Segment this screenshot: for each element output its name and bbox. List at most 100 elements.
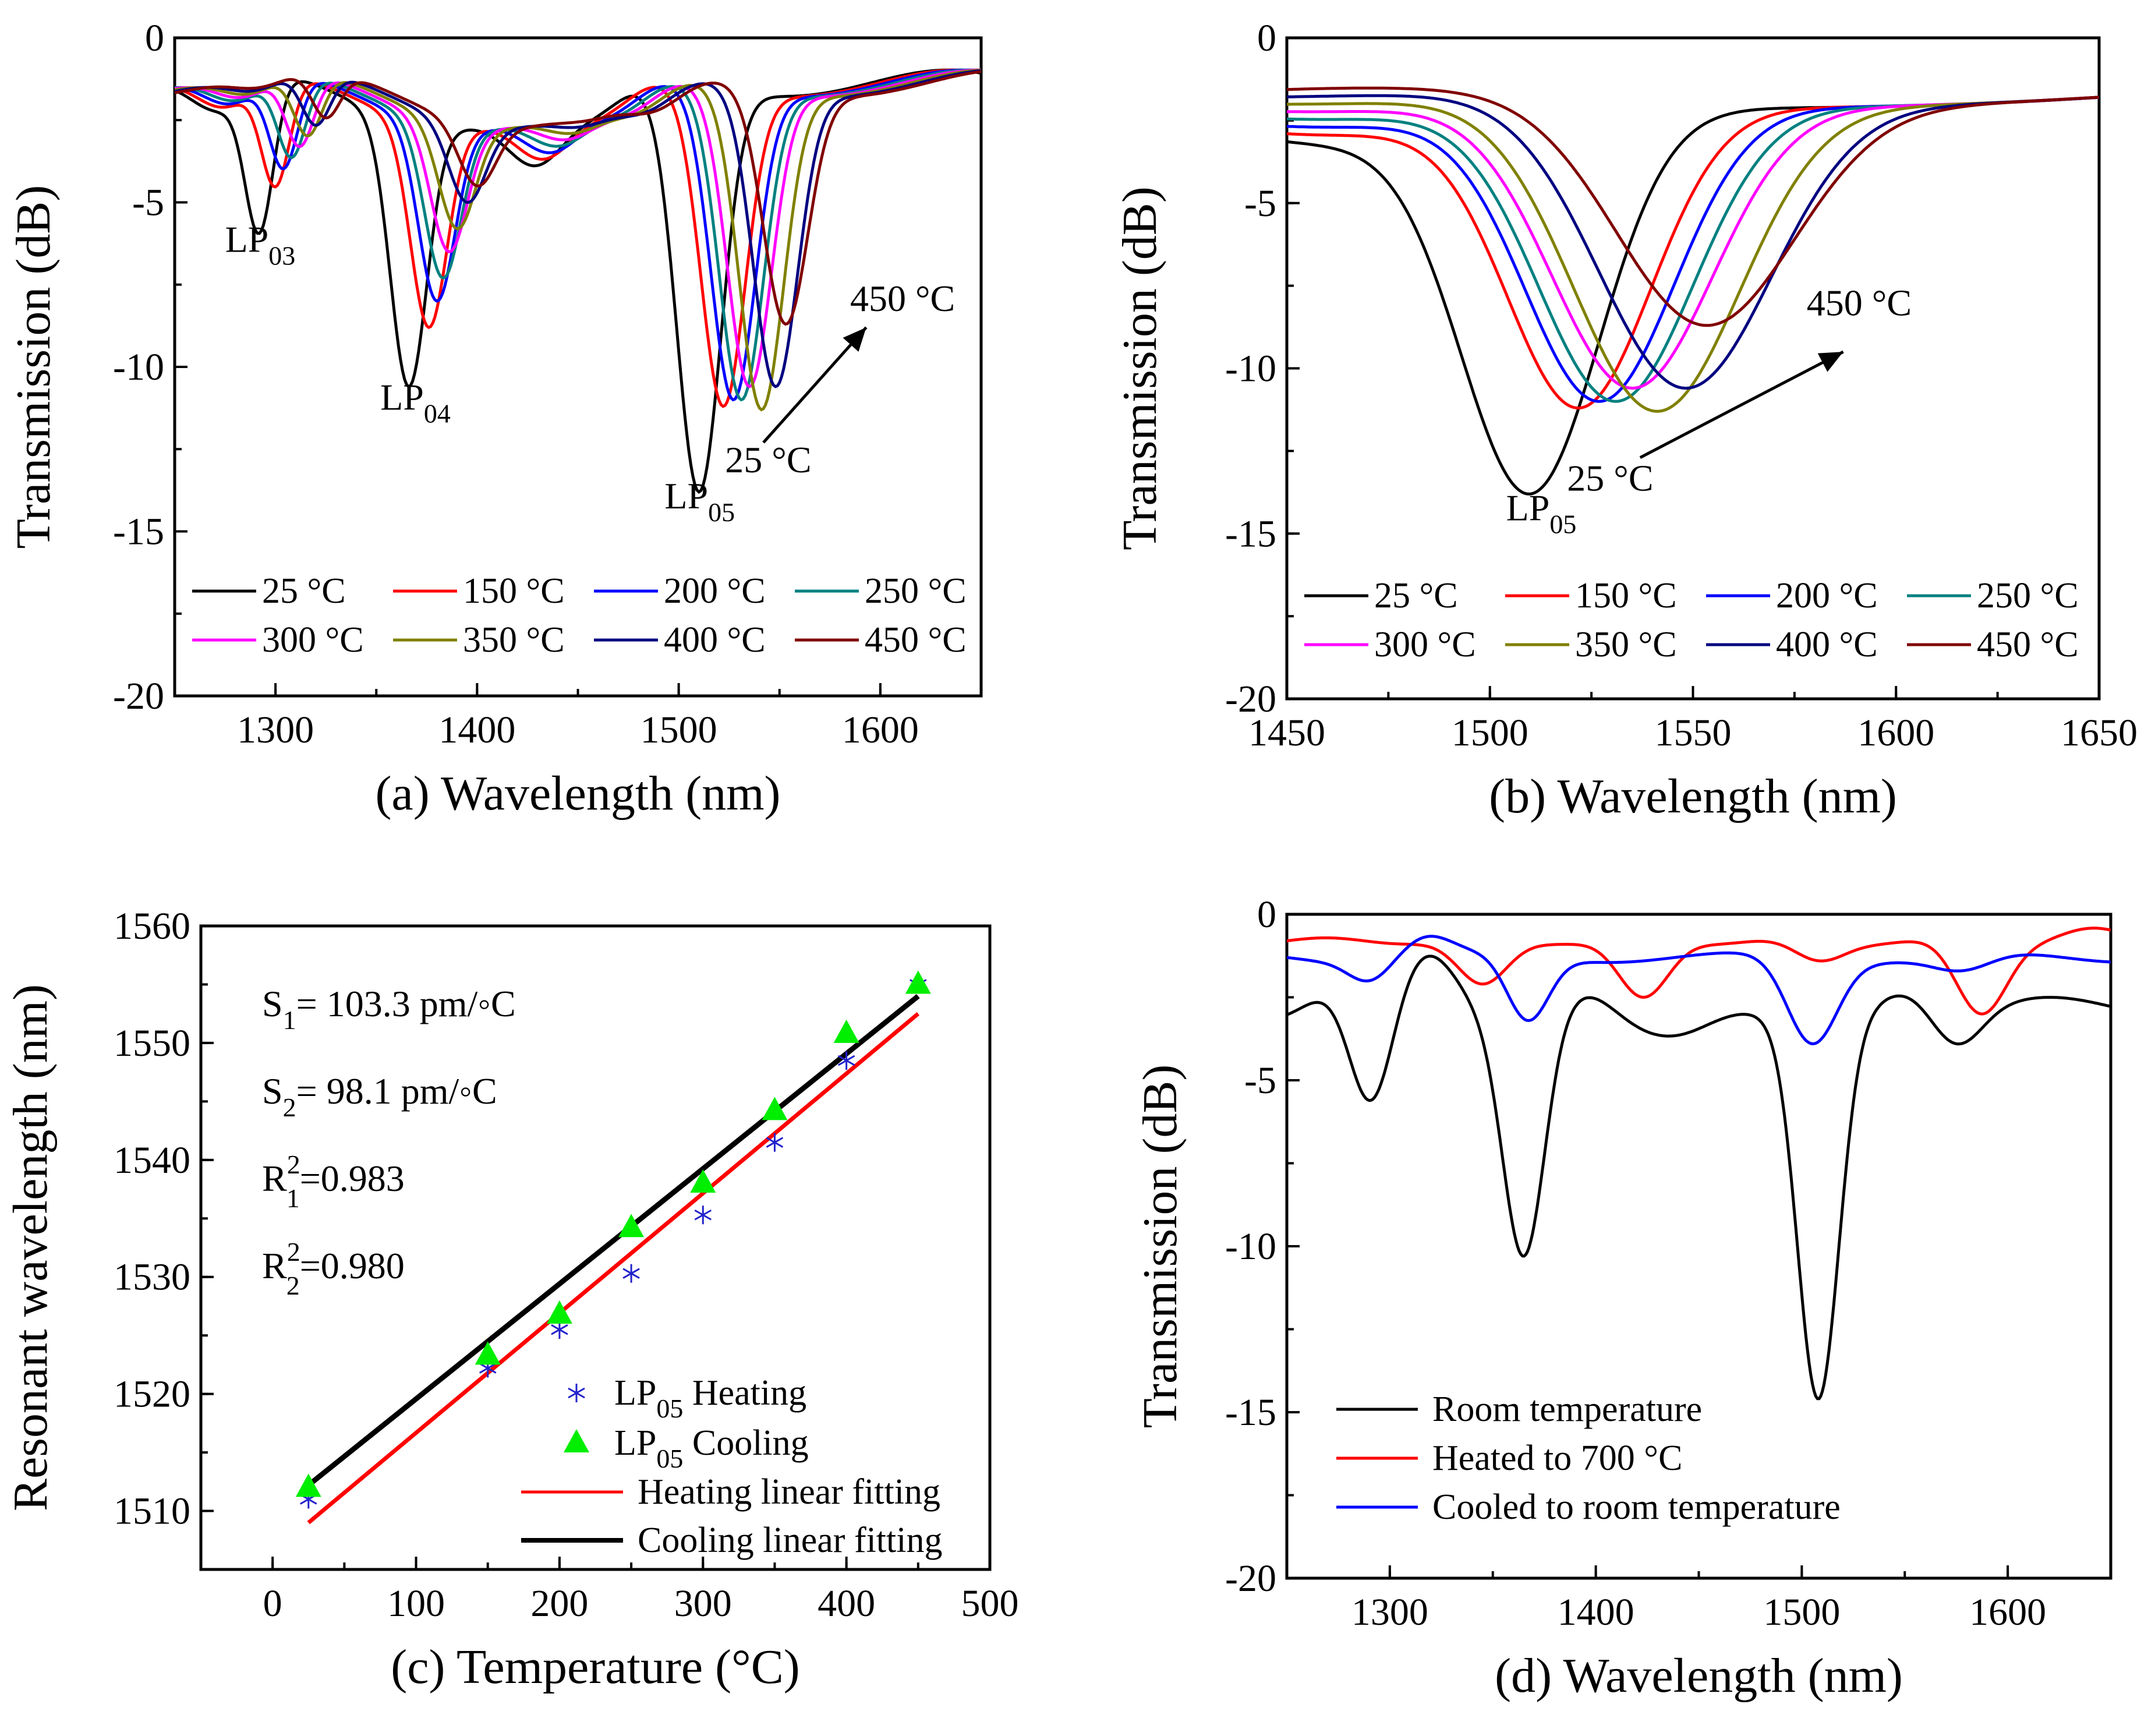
series-line-150-c [175,68,981,408]
y-axis-label: Transmission (dB) [6,185,61,549]
x-tick-label: 1300 [1351,1591,1428,1634]
x-tick-label: 1550 [1655,712,1732,754]
y-tick-label: 1510 [114,1490,190,1533]
legend-label: 400 °C [664,620,766,660]
heating-point [766,1133,784,1152]
x-tick-label: 400 [818,1582,875,1625]
x-tick-label: 1500 [1452,712,1528,754]
x-tick-label: 100 [387,1582,445,1625]
x-axis-label: (c) Temperature (°C) [391,1640,799,1694]
y-tick-label: -10 [1225,348,1276,390]
cooling-point [833,1019,859,1043]
plot-area [175,68,981,494]
y-tick-label: -20 [113,675,164,717]
x-tick-label: 1400 [438,709,515,751]
series-line-heated-to-700-c [1287,927,2111,1016]
legend-label: LP05 Cooling [614,1423,809,1473]
legend-label: 400 °C [1776,625,1878,664]
x-tick-label: 0 [263,1582,282,1625]
mode-label-lp03: LP03 [225,218,296,270]
y-tick-label: -10 [113,346,164,388]
legend-label: 450 °C [865,620,967,660]
legend-label: 150 °C [463,571,565,611]
legend-cooling-marker [564,1429,589,1452]
y-tick-label: 1550 [114,1022,190,1065]
y-tick-label: -5 [1244,182,1276,225]
heating-point [837,1051,855,1070]
shift-arrow-head [843,327,866,352]
y-tick-label: -5 [1244,1059,1276,1102]
series-line-350-c [175,69,981,412]
series-line-cooled-to-room-temperature [1287,935,2111,1045]
plot-area [1287,927,2111,1401]
series-line-400-c [1287,94,2099,390]
x-tick-label: 300 [674,1582,732,1625]
panel-d: 1300 1400 1500 1600 0 -5 -10 -15 -20 (d) Waveleng… [1133,893,2112,1703]
legend-heating-marker [568,1384,585,1402]
legend-label: 350 °C [1575,625,1677,664]
legend-label: 450 °C [1977,625,2079,664]
x-tick-label: 1400 [1558,1591,1634,1634]
fit-annotation-2: R2 1=0.983 [262,1150,405,1213]
panel-a: 1300 1400 1500 1600 0 -5 -10 -15 -20 (a) Waveleng… [6,17,983,821]
x-axis-label: (b) Wavelength (nm) [1489,769,1897,823]
x-tick-label: 1500 [641,709,717,751]
legend-label: 300 °C [262,620,364,660]
panel-b: 1450 1500 1550 1600 1650 0 -5 -10 -15 -20 (b) Wave… [1113,17,2138,823]
legend-label: 200 °C [664,571,766,611]
end-temperature-label: 450 °C [850,278,955,319]
fit-annotation-0: S1= 103.3 pm/◦C [262,983,516,1035]
cooling-point [905,970,931,994]
shift-arrow-head [1817,352,1843,372]
series-line-room-temperature [1287,954,2111,1401]
x-tick-label: 500 [961,1582,1019,1625]
y-axis-label: Transmission (dB) [1113,186,1167,550]
x-tick-label: 1600 [1969,1591,2046,1634]
fit-annotation-3: R2 2=0.980 [262,1237,405,1300]
legend-label: 250 °C [1977,576,2079,616]
y-tick-label: 1540 [114,1139,190,1182]
x-axis-label: (d) Wavelength (nm) [1495,1649,1903,1703]
y-tick-label: -5 [132,182,164,224]
panel-c: 0 100 200 300 400 500 1510 1520 1530 1540 1550 1560… [3,905,1019,1694]
legend-label: Cooled to room temperature [1432,1487,1841,1527]
legend-label: 25 °C [262,571,346,611]
legend-label: Heating linear fitting [638,1472,940,1512]
x-tick-label: 1600 [1857,712,1934,754]
cooling-point [475,1341,501,1365]
plot-area [1287,86,2099,496]
cooling-point [690,1169,716,1193]
legend-label: Room temperature [1432,1389,1702,1429]
legend-label: 250 °C [865,571,967,611]
legend-label: 25 °C [1374,576,1458,616]
legend-label: Heated to 700 °C [1432,1438,1682,1478]
cooling-point [295,1473,321,1497]
shift-arrow-line [1639,350,1844,459]
y-axis-label: Resonant wavelength (nm) [3,984,58,1511]
legend-label: 200 °C [1776,576,1878,616]
x-tick-label: 200 [530,1582,588,1625]
shift-arrow-line [762,326,868,444]
start-temperature-label: 25 °C [1567,457,1653,498]
y-tick-label: 1520 [114,1373,190,1416]
y-tick-label: -15 [1225,1391,1276,1434]
x-tick-label: 1450 [1248,712,1325,754]
cooling-point [618,1214,645,1238]
mode-label-lp05: LP05 [664,475,735,527]
y-tick-label: -10 [1225,1225,1276,1268]
fit-line-3 [306,994,920,1487]
series-line-450-c [1287,86,2099,327]
x-axis-label: (a) Wavelength (nm) [375,766,780,821]
y-axis-label: Transmission (dB) [1133,1065,1187,1429]
legend-label: Cooling linear fitting [638,1521,943,1560]
plot-frame [199,924,992,1571]
legend-label: 150 °C [1575,576,1677,616]
heating-point [694,1205,712,1225]
end-temperature-label: 450 °C [1807,282,1912,324]
y-tick-label: 1560 [114,905,190,947]
y-tick-label: 0 [1257,17,1276,59]
y-tick-label: 0 [145,17,164,59]
x-tick-label: 1500 [1763,1591,1840,1634]
heating-point [622,1264,640,1283]
